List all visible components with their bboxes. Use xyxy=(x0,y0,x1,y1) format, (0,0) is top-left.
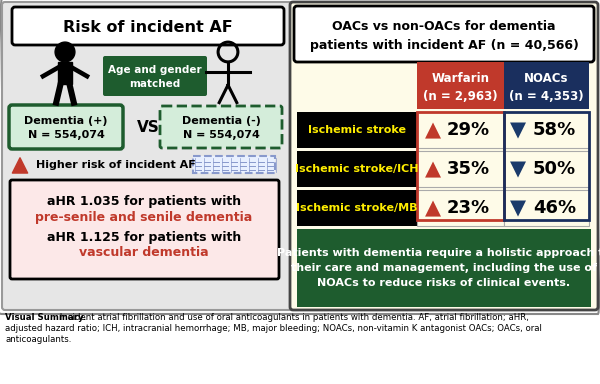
Text: 35%: 35% xyxy=(447,160,490,178)
Text: Risk of incident AF: Risk of incident AF xyxy=(63,20,233,35)
Text: ▼: ▼ xyxy=(510,120,526,140)
Text: aHR 1.125 for patients with: aHR 1.125 for patients with xyxy=(47,230,241,243)
Bar xyxy=(58,62,71,84)
Text: anticoagulants.: anticoagulants. xyxy=(5,335,71,344)
Text: ▼: ▼ xyxy=(510,159,526,179)
Text: ▲: ▲ xyxy=(425,159,441,179)
Bar xyxy=(297,190,417,226)
Bar xyxy=(297,151,417,187)
Bar xyxy=(193,156,275,173)
Text: Patients with dementia require a holistic approach to
their care and management,: Patients with dementia require a holisti… xyxy=(277,248,600,288)
Bar xyxy=(417,112,504,220)
Text: Dementia (+)
N = 554,074: Dementia (+) N = 554,074 xyxy=(24,116,108,140)
Text: ▲: ▲ xyxy=(425,198,441,218)
Text: Incident atrial fibrillation and use of oral anticoagulants in patients with dem: Incident atrial fibrillation and use of … xyxy=(57,313,529,322)
Text: 50%: 50% xyxy=(533,160,576,178)
Text: 46%: 46% xyxy=(533,199,576,217)
Bar xyxy=(504,190,589,226)
FancyBboxPatch shape xyxy=(290,2,598,310)
Bar xyxy=(417,112,504,148)
Circle shape xyxy=(55,42,75,62)
Bar xyxy=(504,112,589,220)
Text: Ischemic stroke/MB: Ischemic stroke/MB xyxy=(296,203,418,213)
Bar xyxy=(504,151,589,187)
FancyBboxPatch shape xyxy=(103,56,207,96)
Text: pre-senile and senile dementia: pre-senile and senile dementia xyxy=(35,210,253,223)
Text: 58%: 58% xyxy=(533,121,576,139)
FancyBboxPatch shape xyxy=(294,6,594,62)
Text: Higher risk of incident AF: Higher risk of incident AF xyxy=(36,160,196,170)
Text: Warfarin
(n = 2,963): Warfarin (n = 2,963) xyxy=(423,71,498,103)
Text: Visual Summary.: Visual Summary. xyxy=(5,313,86,322)
Bar xyxy=(417,62,504,109)
Text: OACs vs non-OACs for dementia
patients with incident AF (n = 40,566): OACs vs non-OACs for dementia patients w… xyxy=(310,20,578,51)
Text: 29%: 29% xyxy=(447,121,490,139)
Bar xyxy=(297,229,591,307)
Text: NOACs
(n = 4,353): NOACs (n = 4,353) xyxy=(509,71,584,103)
Text: Ischemic stroke/ICH: Ischemic stroke/ICH xyxy=(295,164,419,174)
Text: VS: VS xyxy=(137,121,160,136)
Text: aHR 1.035 for patients with: aHR 1.035 for patients with xyxy=(47,195,241,209)
Text: ▼: ▼ xyxy=(510,198,526,218)
Bar xyxy=(417,190,504,226)
Bar xyxy=(504,62,589,109)
Bar xyxy=(297,112,417,148)
Text: Dementia (-)
N = 554,074: Dementia (-) N = 554,074 xyxy=(182,116,260,140)
Text: Age and gender
matched: Age and gender matched xyxy=(108,65,202,89)
FancyBboxPatch shape xyxy=(12,7,284,45)
Text: 23%: 23% xyxy=(447,199,490,217)
Text: ▲: ▲ xyxy=(425,120,441,140)
FancyBboxPatch shape xyxy=(10,180,279,279)
FancyBboxPatch shape xyxy=(9,105,123,149)
Text: Ischemic stroke: Ischemic stroke xyxy=(308,125,406,135)
Bar xyxy=(417,151,504,187)
FancyBboxPatch shape xyxy=(2,2,293,310)
Bar xyxy=(504,112,589,148)
FancyBboxPatch shape xyxy=(160,106,282,148)
Text: vascular dementia: vascular dementia xyxy=(79,245,209,258)
Text: adjusted hazard ratio; ICH, intracranial hemorrhage; MB, major bleeding; NOACs, : adjusted hazard ratio; ICH, intracranial… xyxy=(5,324,542,333)
